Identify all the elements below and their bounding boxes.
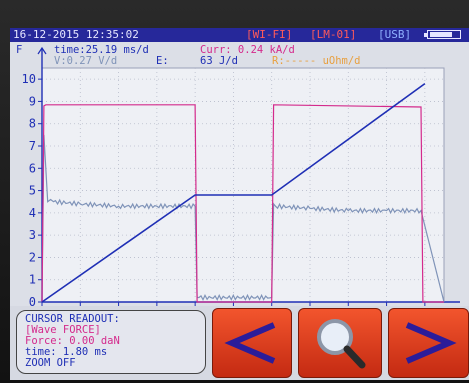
cursor-time-value: time: 1.80 ms bbox=[25, 346, 108, 358]
current-wave-line bbox=[41, 104, 444, 303]
cursor-readout-panel: CURSOR READOUT: [Wave FORCE] Force: 0.00… bbox=[16, 310, 206, 374]
y-tick-label: 9 bbox=[29, 94, 36, 108]
bottom-panel: CURSOR READOUT: [Wave FORCE] Force: 0.00… bbox=[10, 306, 469, 380]
zoom-status: ZOOM OFF bbox=[25, 357, 76, 369]
voltage-wave-line bbox=[41, 134, 445, 303]
y-tick-label: 3 bbox=[29, 228, 36, 242]
y-tick-label: 4 bbox=[29, 206, 36, 220]
usb-status: [USB] bbox=[378, 28, 412, 41]
force-wave-line bbox=[41, 82, 426, 303]
series-group bbox=[41, 82, 445, 303]
y-tick-label: 1 bbox=[29, 273, 36, 287]
plot-area bbox=[41, 67, 445, 303]
y-tick-label: 5 bbox=[29, 184, 36, 198]
wifi-status: [WI-FI] bbox=[246, 28, 293, 41]
magnifier-icon bbox=[317, 319, 366, 369]
energy-value: 63 J/d bbox=[200, 55, 238, 67]
y-axis-arrow bbox=[37, 46, 47, 55]
voltage-division: V:0.27 V/d bbox=[54, 55, 118, 67]
previous-button[interactable] bbox=[212, 308, 292, 378]
status-bar: 16-12-2015 12:35:02 [WI-FI] [LM-01] [USB… bbox=[10, 28, 469, 42]
lm-status: [LM-01] bbox=[310, 28, 357, 41]
waveform-plot: 012345678910t012345678910 bbox=[22, 46, 466, 316]
energy-label: E: bbox=[156, 55, 169, 67]
resistance-division: R:----- uOhm/d bbox=[272, 55, 361, 67]
battery-icon bbox=[424, 30, 461, 39]
y-tick-label: 8 bbox=[29, 117, 36, 131]
zoom-button[interactable] bbox=[298, 308, 382, 378]
y-tick-label: 6 bbox=[29, 161, 36, 175]
y-tick-label: 7 bbox=[29, 139, 36, 153]
time-division: time:25.19 ms/d bbox=[54, 44, 149, 56]
force-axis-label: F bbox=[16, 44, 23, 56]
cursor-wave-name: [Wave FORCE] bbox=[25, 324, 101, 336]
right-chevron-icon bbox=[405, 322, 457, 364]
y-tick-label: 2 bbox=[29, 250, 36, 264]
screen: 16-12-2015 12:35:02 [WI-FI] [LM-01] [USB… bbox=[10, 28, 469, 380]
current-division: Curr: 0.24 kA/d bbox=[200, 44, 295, 56]
left-chevron-icon bbox=[224, 322, 276, 364]
grid bbox=[42, 68, 444, 302]
cursor-readout-title: CURSOR READOUT: bbox=[25, 313, 120, 325]
next-button[interactable] bbox=[388, 308, 469, 378]
battery-level bbox=[430, 32, 452, 37]
datetime: 16-12-2015 12:35:02 bbox=[13, 28, 139, 41]
cursor-force-value: Force: 0.00 daN bbox=[25, 335, 120, 347]
y-tick-label: 10 bbox=[22, 72, 36, 86]
y-tick-label: 0 bbox=[29, 295, 36, 309]
